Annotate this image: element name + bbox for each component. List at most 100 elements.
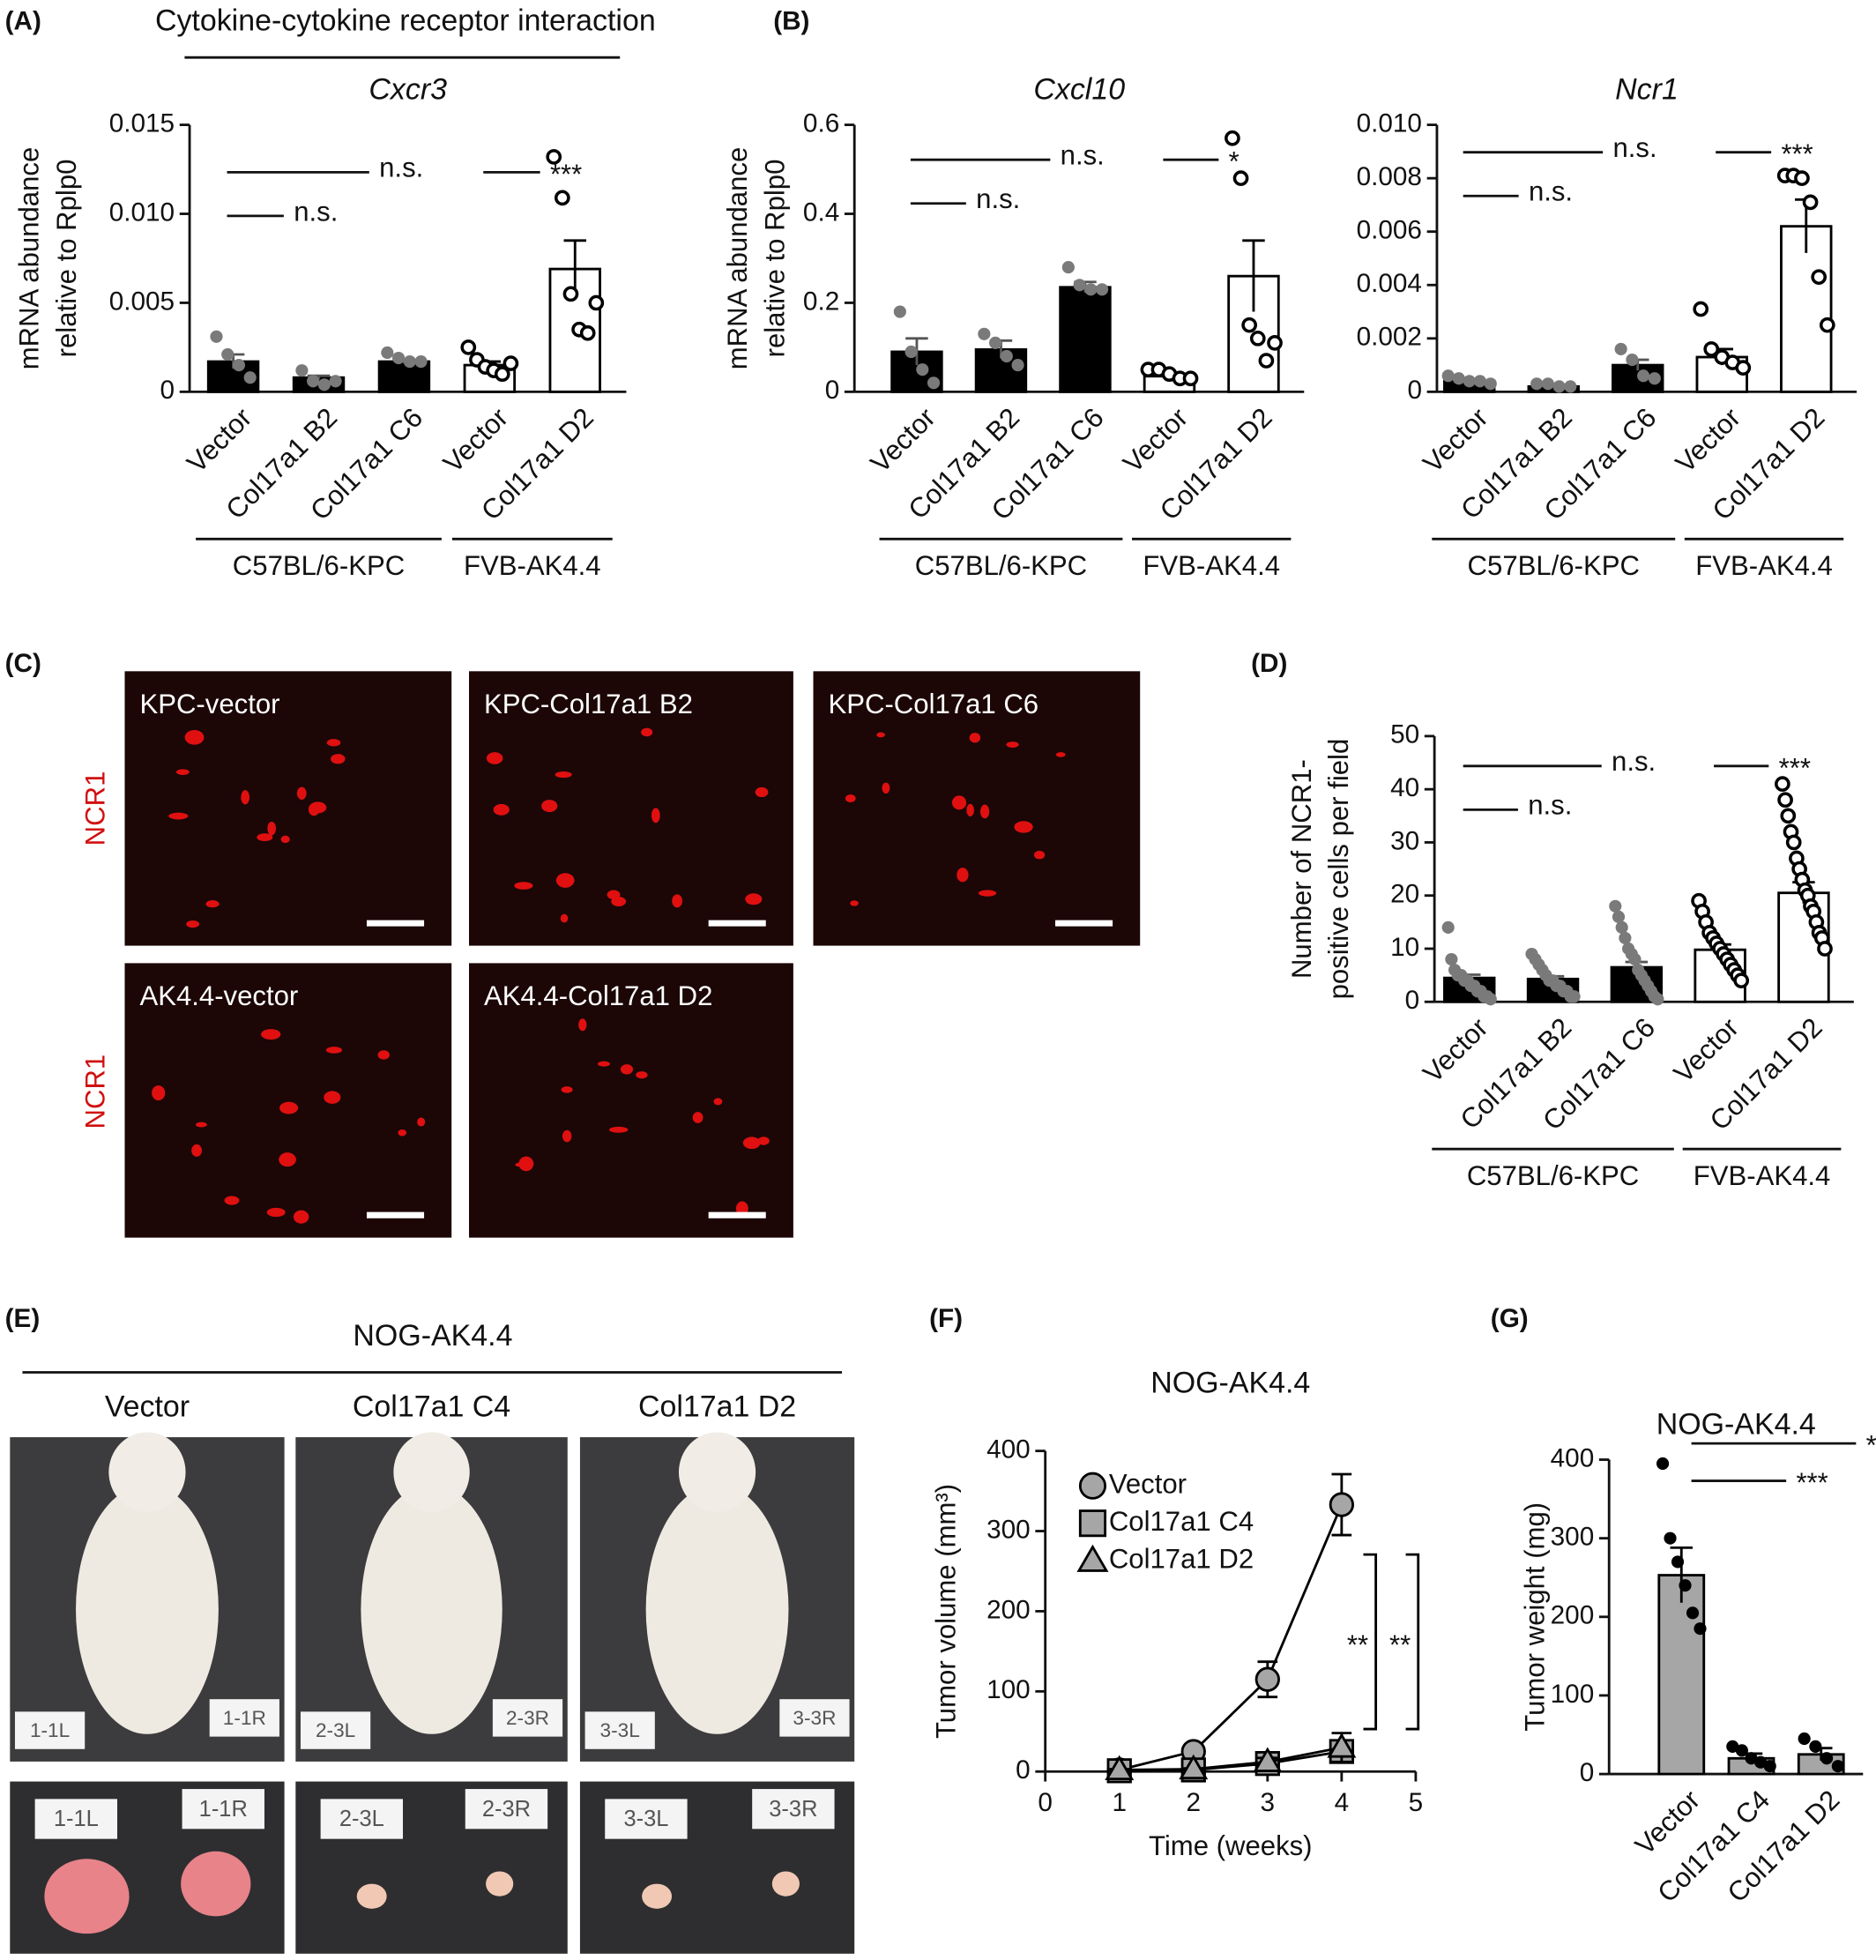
y-tick-label: 20	[1390, 880, 1419, 909]
data-point	[1241, 317, 1258, 333]
chart-title: Cxcr3	[368, 72, 447, 106]
tag-label: 3-3L	[600, 1719, 640, 1741]
stain-spot	[641, 727, 653, 737]
x-tick-label: Vector	[1117, 402, 1194, 479]
panel-letter: (F)	[929, 1304, 963, 1333]
chart-title: NOG-AK4.4	[1656, 1407, 1816, 1441]
stain-spot	[745, 893, 763, 905]
y-tick-label: 0.010	[109, 197, 175, 227]
data-point	[916, 363, 929, 376]
stain-spot	[597, 1061, 610, 1067]
data-point	[1637, 369, 1650, 383]
data-point	[1819, 317, 1835, 333]
y-tick-label: 0.010	[1357, 108, 1422, 138]
y-tick-label: 300	[1551, 1523, 1595, 1552]
stain-spot	[325, 1047, 343, 1054]
x-tick-label: 4	[1335, 1788, 1350, 1817]
photo-column-label: Col17a1 C4	[353, 1390, 510, 1423]
stain-spot	[541, 800, 558, 813]
chart-title: Ncr1	[1615, 72, 1679, 106]
group-label: C57BL/6-KPC	[233, 550, 405, 581]
data-point	[1802, 194, 1819, 211]
y-tick-label: 0.002	[1357, 323, 1422, 352]
y-tick-label: 400	[1551, 1443, 1595, 1472]
data-point	[1452, 372, 1465, 385]
data-point	[588, 294, 605, 311]
data-point	[1686, 1606, 1700, 1620]
significance-label: n.s.	[1528, 790, 1572, 821]
y-tick-label: 0.6	[803, 108, 839, 138]
stain-spot	[611, 896, 627, 906]
data-point	[1473, 375, 1486, 388]
data-point	[1726, 1740, 1739, 1753]
data-point	[221, 347, 234, 361]
micrograph-label: AK4.4-vector	[139, 980, 298, 1011]
data-point	[414, 354, 428, 369]
series-line	[1119, 1503, 1344, 1771]
y-tick-label: 0	[1016, 1755, 1031, 1785]
data-point	[1225, 130, 1240, 146]
x-tick-label: 5	[1409, 1788, 1424, 1817]
data-point	[1745, 1752, 1758, 1765]
tag	[492, 1699, 563, 1737]
stain-spot	[636, 1071, 648, 1079]
data-point	[1794, 170, 1810, 186]
stain-spot	[205, 899, 220, 908]
mouse	[361, 1484, 502, 1734]
data-point	[243, 371, 257, 384]
tag	[779, 1699, 850, 1737]
stain-spot	[1055, 752, 1066, 757]
chart-title: Cxcl10	[1033, 72, 1125, 106]
panel-letter: (E)	[5, 1304, 41, 1333]
error-bar	[1242, 239, 1265, 312]
data-point	[1656, 1457, 1670, 1471]
x-tick-label: Vector	[865, 402, 942, 479]
stain-spot	[692, 1112, 704, 1123]
micrograph	[469, 671, 793, 946]
y-axis-label: relative to Rplp0	[51, 160, 82, 358]
data-point	[317, 378, 331, 391]
data-point	[1809, 1740, 1822, 1753]
marker	[1327, 1733, 1357, 1758]
data-point	[1651, 993, 1664, 1006]
x-tick-label: 1	[1112, 1788, 1127, 1817]
y-tick-label: 200	[986, 1595, 1031, 1624]
tag-label: 1-1L	[54, 1807, 99, 1831]
tag	[34, 1799, 117, 1839]
data-point	[232, 359, 246, 372]
data-point	[1000, 349, 1013, 363]
data-point	[307, 375, 320, 388]
y-tick-label: 200	[1551, 1601, 1595, 1630]
data-point	[1567, 990, 1581, 1003]
mouse	[76, 1484, 219, 1734]
data-point	[1735, 360, 1752, 376]
data-point	[1679, 1579, 1692, 1592]
data-point	[381, 346, 394, 360]
stain-spot	[326, 739, 341, 747]
stain-spot	[195, 1122, 207, 1128]
y-tick-label: 0.4	[803, 197, 839, 227]
tag-label: 3-3R	[769, 1797, 817, 1822]
significance-bracket	[1405, 1553, 1420, 1731]
mouse-head	[393, 1432, 470, 1512]
micrograph	[124, 671, 452, 946]
micrograph	[124, 963, 452, 1238]
y-tick-label: 0	[160, 376, 175, 405]
header-title: Cytokine-cytokine receptor interaction	[155, 4, 656, 38]
group-label: FVB-AK4.4	[1695, 550, 1833, 581]
x-tick-label: 3	[1261, 1788, 1276, 1817]
y-tick-label: 0	[1580, 1758, 1595, 1787]
stain-spot	[742, 1137, 761, 1150]
tag-label: 1-1R	[223, 1707, 266, 1729]
significance-label: *	[1229, 146, 1240, 177]
significance-bracket	[1363, 1553, 1378, 1731]
data-point	[1182, 370, 1199, 387]
y-axis-label: Tumor volume (mm³)	[931, 1484, 962, 1739]
stain-spot	[561, 1086, 573, 1093]
stain-spot	[1006, 742, 1019, 748]
data-point	[1445, 952, 1458, 966]
bar	[1657, 1574, 1706, 1776]
tag	[752, 1789, 835, 1830]
y-tick-label: 0.008	[1357, 162, 1422, 191]
